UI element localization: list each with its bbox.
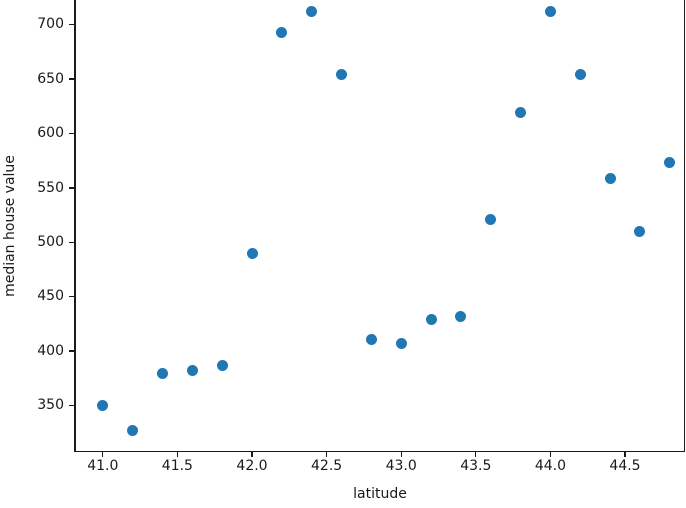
x-tick	[176, 452, 179, 457]
x-tick	[102, 452, 104, 457]
y-tick-label: 550	[37, 179, 64, 196]
y-tick-label: 400	[37, 342, 64, 359]
y-tick	[69, 241, 74, 243]
y-tick	[69, 132, 74, 135]
x-tick-label: 42.0	[236, 458, 268, 474]
x-tick	[400, 452, 402, 457]
x-tick-label: 43.0	[385, 458, 417, 474]
y-tick	[69, 404, 74, 407]
y-tick	[69, 78, 74, 80]
y-tick	[69, 296, 74, 298]
x-tick	[251, 452, 253, 457]
x-tick-label: 44.0	[534, 458, 566, 474]
y-tick-label: 700	[37, 16, 64, 33]
data-point	[455, 310, 467, 322]
y-axis-spine	[74, 0, 76, 452]
y-tick-label: 350	[37, 397, 64, 414]
y-tick-label: 600	[37, 125, 64, 142]
x-tick-label: 41.0	[87, 458, 119, 474]
data-point	[97, 400, 109, 412]
x-axis-spine	[74, 450, 685, 453]
data-point	[574, 69, 586, 81]
x-tick	[325, 452, 328, 457]
data-point	[515, 107, 527, 119]
data-point	[186, 365, 198, 377]
data-point	[485, 213, 497, 225]
data-point	[425, 314, 437, 326]
y-tick-label: 450	[37, 288, 64, 305]
data-point	[306, 6, 318, 18]
data-point	[365, 333, 377, 345]
data-point	[246, 247, 258, 259]
x-tick	[475, 452, 477, 457]
data-point	[604, 172, 616, 184]
data-point	[336, 69, 348, 81]
y-tick-label: 500	[37, 234, 64, 251]
x-tick-label: 41.5	[161, 458, 193, 474]
data-point	[544, 6, 556, 18]
right-spine	[683, 0, 685, 452]
data-point	[127, 425, 139, 437]
x-tick-label: 42.5	[311, 458, 343, 474]
data-point	[664, 157, 676, 169]
x-tick	[549, 452, 552, 457]
y-tick-label: 650	[37, 70, 64, 87]
data-point	[634, 225, 646, 237]
x-tick	[624, 452, 626, 457]
y-tick	[69, 350, 74, 352]
data-point	[276, 26, 288, 38]
data-point	[216, 359, 228, 371]
data-point	[156, 368, 168, 380]
x-tick-label: 43.5	[460, 458, 492, 474]
plot-area: 41.0 41.5 42.0 42.5 43.0 43.5 44.0 44.5 350 400 45…	[37, 0, 685, 474]
x-axis-label: latitude	[353, 486, 407, 502]
y-axis-label: median house value	[2, 155, 18, 297]
x-tick-label: 44.5	[609, 458, 641, 474]
y-tick	[69, 187, 74, 189]
data-point	[395, 338, 407, 350]
y-tick	[69, 24, 74, 26]
